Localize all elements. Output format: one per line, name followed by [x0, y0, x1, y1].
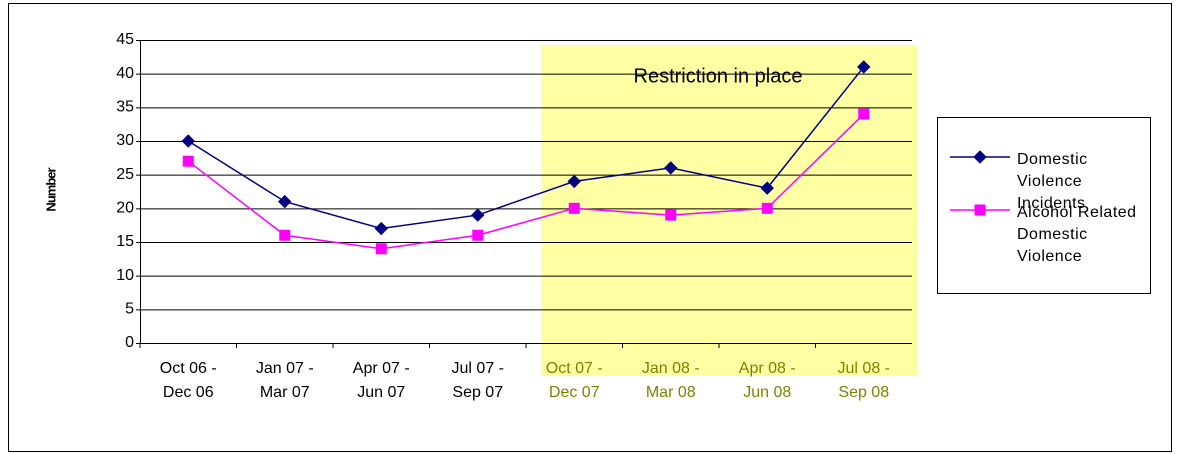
point — [471, 208, 485, 222]
y-tick-label: 35 — [116, 99, 134, 116]
annotation: Restriction in place — [634, 65, 803, 87]
x-tick-label: Jul 07 -Sep 07 — [452, 360, 504, 401]
point — [974, 204, 986, 216]
y-tick-label: 5 — [125, 301, 134, 318]
series-line — [187, 113, 865, 250]
point — [665, 209, 677, 221]
point — [568, 202, 580, 214]
y-axis-label: Number — [43, 168, 58, 212]
x-tick-label: Oct 07 -Dec 07 — [546, 360, 603, 401]
x-tick-label: Apr 08 -Jun 08 — [739, 360, 796, 401]
x-tick-label: Jul 08 -Sep 08 — [838, 360, 890, 401]
point — [664, 161, 678, 175]
y-tick-label: 30 — [116, 132, 134, 149]
x-tick-label: Apr 07 -Jun 07 — [353, 360, 410, 401]
point — [375, 243, 387, 255]
y-tick-label: 25 — [116, 166, 134, 183]
x-tick-label: Jan 08 -Mar 08 — [642, 360, 700, 401]
y-tick-label: 10 — [116, 267, 134, 284]
point — [761, 202, 773, 214]
legend-label: Alcohol Related Domestic Violence — [1017, 204, 1137, 265]
x-tick-label: Jan 07 -Mar 07 — [256, 360, 314, 401]
x-tick-label: Oct 06 -Dec 06 — [160, 360, 217, 401]
point — [181, 134, 195, 148]
y-tick-label: 45 — [116, 31, 134, 48]
y-tick-label: 15 — [116, 233, 134, 250]
series-line — [187, 66, 865, 230]
y-tick-label: 0 — [125, 334, 134, 351]
point — [760, 181, 774, 195]
point — [857, 60, 871, 74]
point — [182, 155, 194, 167]
point — [278, 194, 292, 209]
point — [567, 174, 581, 189]
point — [472, 229, 484, 241]
y-tick-label: 20 — [116, 200, 134, 217]
legend-label: Domestic Violence Incidents — [1017, 151, 1088, 212]
point — [858, 108, 870, 120]
point — [279, 229, 291, 241]
point — [973, 150, 987, 164]
legend-box — [937, 117, 1151, 294]
y-tick-label: 40 — [116, 65, 134, 82]
point — [374, 221, 388, 236]
